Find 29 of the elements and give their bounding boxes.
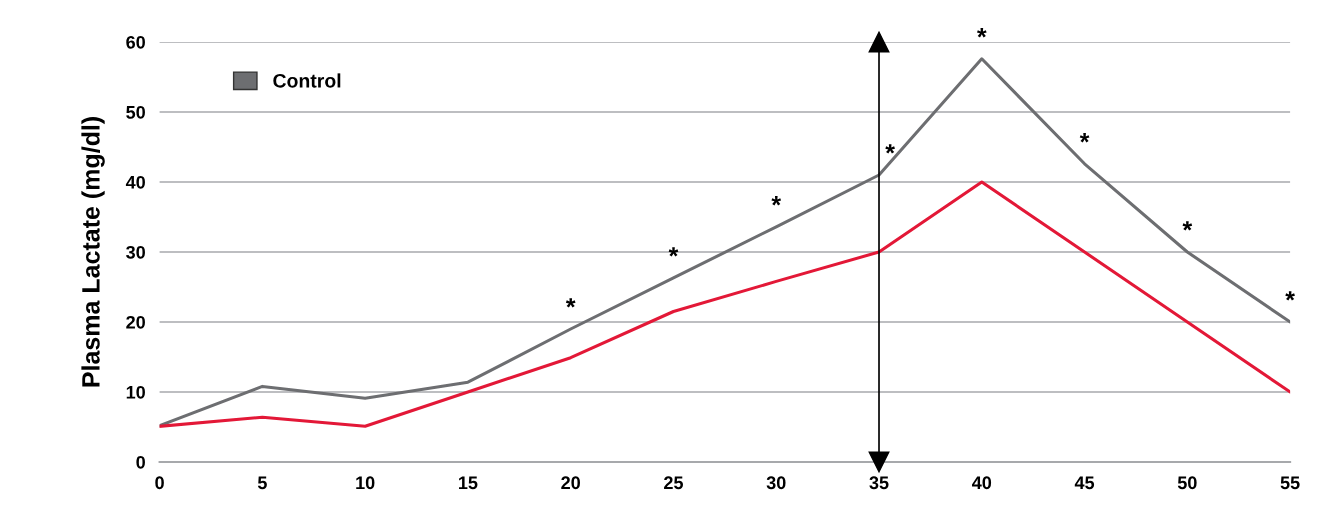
annotation: *	[976, 28, 987, 38]
x-tick-label: 55	[1280, 476, 1300, 490]
x-tick-label: 5	[257, 476, 267, 490]
annotation: *	[885, 144, 895, 154]
y-tick-label: 30	[126, 245, 145, 259]
y-tick-label: 50	[126, 105, 145, 119]
x-tick-label: 0	[155, 476, 164, 490]
legend-label: Control	[273, 73, 341, 88]
annotation: *	[668, 247, 679, 257]
x-tick-label: 45	[1074, 476, 1095, 490]
x-tick-label: 40	[972, 476, 992, 490]
x-tick-label: 35	[869, 476, 889, 490]
annotation: *	[1182, 221, 1193, 231]
annotation: *	[1079, 133, 1090, 143]
y-tick-label: 40	[125, 175, 145, 189]
annotation: *	[1285, 291, 1295, 301]
x-tick-label: 20	[561, 476, 580, 490]
y-tick-label: 60	[126, 35, 145, 49]
y-axis-title: Plasma Lactate (mg/dl)	[81, 117, 105, 387]
y-tick-label: 10	[126, 385, 145, 399]
x-tick-label: 10	[356, 476, 375, 490]
x-tick-label: 30	[766, 476, 786, 490]
x-tick-label: 50	[1177, 476, 1197, 490]
annotation: *	[565, 298, 576, 308]
y-tick-label: 0	[136, 455, 145, 469]
y-tick-label: 20	[126, 315, 145, 329]
x-tick-label: 15	[459, 476, 478, 490]
x-tick-label: 25	[664, 476, 683, 490]
annotation: *	[771, 196, 782, 206]
